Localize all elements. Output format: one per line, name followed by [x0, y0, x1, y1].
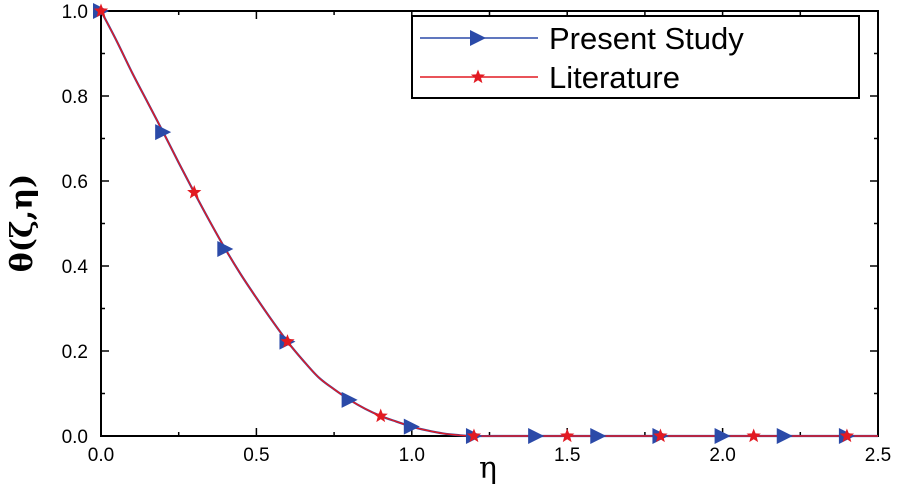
legend: Present Study Literature: [411, 15, 860, 99]
marker-present-study: [776, 428, 793, 444]
marker-present-study: [341, 391, 358, 408]
marker-literature: [466, 428, 482, 443]
y-tick-label: 0.8: [62, 87, 88, 108]
x-tick-label: 0.0: [88, 445, 114, 466]
marker-present-study: [714, 428, 731, 444]
marker-present-study: [403, 418, 420, 435]
marker-literature: [653, 428, 668, 443]
x-tick-label: 0.5: [243, 445, 269, 466]
marker-literature: [280, 334, 295, 348]
y-tick-label: 1.0: [62, 2, 88, 23]
series-markers: [93, 3, 855, 444]
marker-literature: [560, 428, 575, 443]
marker-present-study: [528, 428, 545, 444]
y-tick-label: 0.6: [62, 172, 88, 193]
marker-present-study: [590, 428, 607, 444]
marker-present-study: [217, 241, 234, 257]
axis-tick-labels: 0.0 0.5 1.0 1.5 2.0 2.5 0.0 0.2 0.4 0.6 0.8 1.0: [62, 2, 892, 466]
y-axis-title: θ(ζ,η): [5, 174, 40, 272]
x-tick-label: 2.5: [865, 445, 891, 466]
legend-label-present-study: Present Study: [549, 21, 744, 56]
x-tick-label: 1.5: [554, 445, 580, 466]
x-tick-label: 2.0: [709, 445, 735, 466]
marker-literature: [373, 408, 388, 423]
legend-label-literature: Literature: [549, 60, 680, 95]
y-tick-label: 0.4: [62, 257, 89, 278]
marker-literature: [839, 428, 855, 443]
marker-literature: [93, 3, 109, 18]
legend-symbol-present-study: [470, 30, 486, 46]
legend-marker-present-study: [470, 30, 486, 46]
x-tick-label: 1.0: [399, 445, 425, 466]
marker-present-study: [155, 124, 172, 141]
marker-literature: [746, 428, 761, 443]
legend-marker-literature: [470, 69, 486, 84]
legend-box: [411, 15, 860, 99]
legend-symbol-literature: [470, 69, 486, 84]
y-tick-label: 0.2: [62, 342, 88, 363]
x-axis-title: η: [479, 451, 497, 486]
y-tick-label: 0.0: [62, 427, 88, 448]
marker-literature: [187, 184, 202, 199]
